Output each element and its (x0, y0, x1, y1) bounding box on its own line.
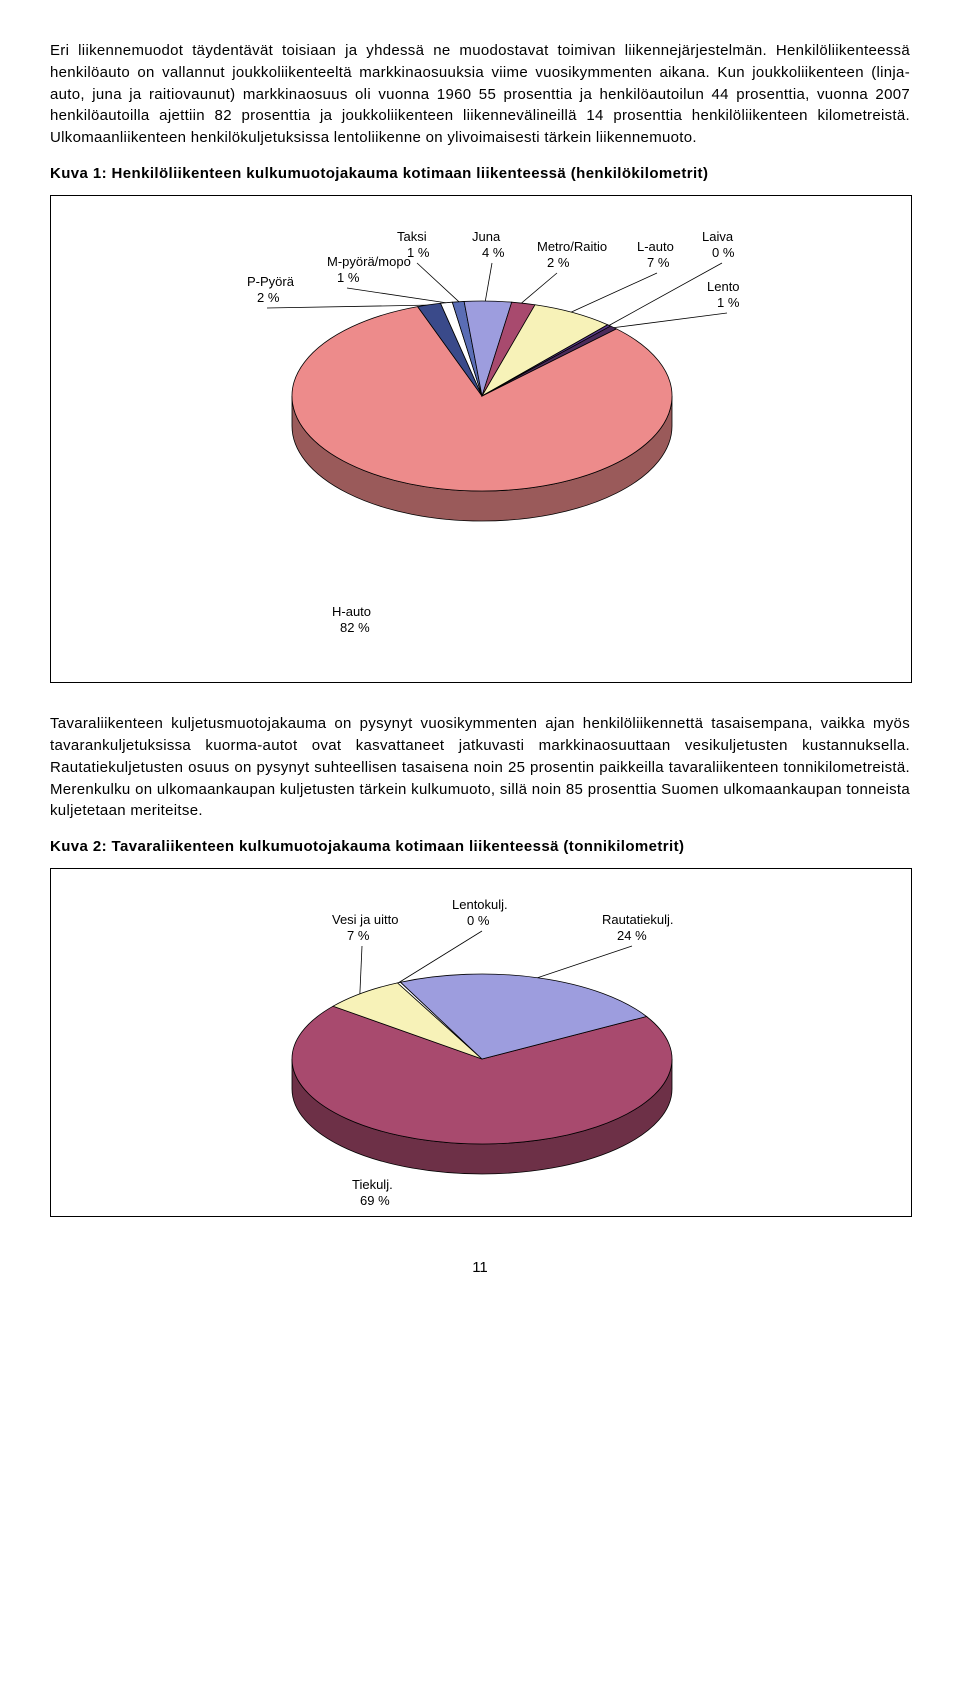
svg-text:Metro/Raitio: Metro/Raitio (537, 239, 607, 254)
chart-1-pie: P-Pyörä2 %M-pyörä/mopo1 %Taksi1 %Juna4 %… (51, 196, 911, 676)
svg-text:7 %: 7 % (347, 928, 370, 943)
svg-text:24 %: 24 % (617, 928, 647, 943)
svg-text:1 %: 1 % (717, 295, 740, 310)
svg-text:1 %: 1 % (407, 245, 430, 260)
svg-text:2 %: 2 % (547, 255, 570, 270)
svg-text:0 %: 0 % (467, 913, 490, 928)
svg-text:4 %: 4 % (482, 245, 505, 260)
svg-text:Lentokulj.: Lentokulj. (452, 897, 508, 912)
svg-text:Taksi: Taksi (397, 229, 427, 244)
chart-2-pie: Vesi ja uitto7 % Lentokulj.0 % Rautatiekul… (51, 869, 911, 1209)
svg-text:Vesi ja uitto: Vesi ja uitto (332, 912, 399, 927)
svg-text:M-pyörä/mopo: M-pyörä/mopo (327, 254, 411, 269)
figure-1-caption: Kuva 1: Henkilöliikenteen kulkumuotojaka… (50, 163, 910, 185)
figure-2-caption: Kuva 2: Tavaraliikenteen kulkumuotojakau… (50, 836, 910, 858)
svg-text:H-auto: H-auto (332, 604, 371, 619)
svg-text:82 %: 82 % (340, 620, 370, 635)
svg-text:L-auto: L-auto (637, 239, 674, 254)
svg-text:Laiva: Laiva (702, 229, 734, 244)
svg-text:7 %: 7 % (647, 255, 670, 270)
paragraph-1: Eri liikennemuodot täydentävät toisiaan … (50, 40, 910, 149)
svg-text:Lento: Lento (707, 279, 740, 294)
svg-text:Rautatiekulj.: Rautatiekulj. (602, 912, 674, 927)
svg-text:Tiekulj.: Tiekulj. (352, 1177, 393, 1192)
paragraph-2: Tavaraliikenteen kuljetusmuotojakauma on… (50, 713, 910, 822)
svg-text:0 %: 0 % (712, 245, 735, 260)
chart-2-container: Vesi ja uitto7 % Lentokulj.0 % Rautatiekul… (50, 868, 912, 1217)
svg-text:1 %: 1 % (337, 270, 360, 285)
svg-text:69 %: 69 % (360, 1193, 390, 1208)
svg-text:2 %: 2 % (257, 290, 280, 305)
svg-text:P-Pyörä: P-Pyörä (247, 274, 295, 289)
chart-1-container: P-Pyörä2 %M-pyörä/mopo1 %Taksi1 %Juna4 %… (50, 195, 912, 684)
page-number: 11 (50, 1257, 910, 1279)
svg-text:Juna: Juna (472, 229, 501, 244)
